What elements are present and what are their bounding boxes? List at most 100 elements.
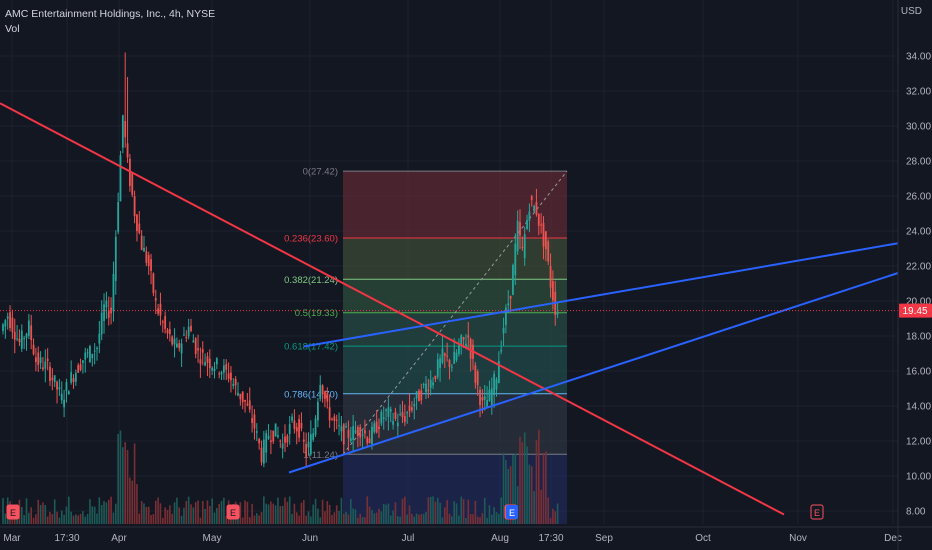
volume-bar (159, 503, 162, 524)
candle-body (519, 222, 521, 236)
candle-body (65, 382, 68, 391)
volume-bar (265, 503, 267, 524)
volume-bar (411, 513, 413, 524)
candle-body (521, 246, 524, 248)
candle-body (394, 411, 397, 419)
candle-body (4, 320, 7, 327)
candle-body (368, 438, 371, 444)
candle-body (166, 329, 169, 334)
volume-bar (37, 499, 40, 524)
volume-bar (303, 500, 305, 524)
volume-bar (317, 508, 319, 524)
candle-body (542, 222, 545, 247)
candle-body (309, 434, 312, 455)
volume-bar (460, 496, 463, 524)
volume-bar (136, 484, 138, 524)
fib-level-label: 0.236(23.60) (284, 234, 338, 245)
volume-bar (70, 511, 72, 524)
candle-body (178, 343, 181, 349)
candle-body (197, 348, 199, 351)
volume-bar (53, 499, 56, 524)
volume-bar (288, 496, 291, 524)
volume-bar (28, 512, 30, 524)
candle-body (533, 205, 535, 212)
candle-body (23, 338, 26, 340)
volume-bar (378, 508, 380, 524)
volume-label[interactable]: Vol (5, 23, 20, 35)
fib-level-label: 0.382(21.24) (284, 275, 338, 286)
candle-body (434, 375, 437, 380)
volume-bar (319, 517, 322, 524)
candle-body (272, 430, 275, 442)
candle-body (307, 441, 310, 448)
volume-histogram (2, 429, 559, 524)
x-tick-label: Sep (595, 533, 613, 544)
candle-body (493, 373, 496, 396)
candle-body (98, 333, 101, 344)
candle-body (302, 439, 305, 442)
volume-bar (209, 505, 211, 524)
candle-body (51, 377, 54, 380)
volume-bar (368, 506, 371, 524)
earnings-marker-icon: E (810, 504, 824, 520)
candle-body (82, 360, 84, 363)
volume-bar (415, 513, 418, 524)
candle-body (27, 320, 30, 336)
y-tick-label: 34.00 (906, 52, 931, 63)
candle-body (208, 358, 211, 369)
candle-body (392, 420, 394, 425)
volume-bar (371, 509, 373, 524)
candle-body (121, 115, 124, 148)
volume-bar (263, 496, 265, 524)
candle-body (474, 365, 477, 383)
volume-bar (535, 440, 538, 524)
volume-bar (312, 504, 314, 524)
candle-body (192, 340, 195, 343)
candle-body (497, 360, 500, 384)
candle-body (345, 426, 347, 428)
x-tick-label: Nov (789, 533, 807, 544)
candle-body (375, 421, 378, 433)
candle-body (432, 382, 434, 386)
volume-bar (42, 502, 44, 524)
x-tick-label: Jul (402, 533, 415, 544)
volume-bar (380, 511, 383, 524)
volume-bar (505, 460, 507, 524)
volume-bar (540, 489, 542, 524)
volume-bar (545, 451, 547, 524)
candle-body (89, 345, 91, 363)
volume-bar (404, 496, 406, 524)
candle-body (298, 419, 300, 438)
candle-body (220, 372, 223, 375)
candle-body (314, 418, 317, 435)
volume-bar (495, 512, 498, 524)
volume-bar (434, 501, 437, 524)
volume-bar (32, 517, 35, 524)
trendlines (0, 102, 899, 516)
volume-bar (138, 513, 141, 524)
volume-bar (89, 499, 91, 524)
candle-body (382, 417, 385, 419)
fib-zone (343, 393, 567, 455)
candle-body (476, 371, 479, 386)
candle-body (328, 407, 331, 421)
candle-body (131, 173, 134, 195)
volume-bar (279, 506, 282, 524)
candle-body (401, 412, 404, 418)
channel-upper-line (303, 242, 899, 348)
symbol-title[interactable]: AMC Entertainment Holdings, Inc., 4h, NY… (5, 8, 216, 20)
volume-bar (122, 447, 124, 524)
volume-bar (180, 515, 183, 524)
candle-body (415, 391, 418, 399)
volume-bar (439, 502, 441, 524)
volume-bar (295, 512, 298, 524)
volume-bar (526, 446, 528, 524)
volume-bar (223, 497, 225, 524)
volume-bar (194, 502, 197, 524)
volume-bar (441, 517, 444, 524)
volume-bar (298, 515, 300, 524)
candle-body (354, 430, 357, 433)
volume-bar (509, 466, 512, 524)
y-tick-label: 12.00 (906, 437, 931, 448)
